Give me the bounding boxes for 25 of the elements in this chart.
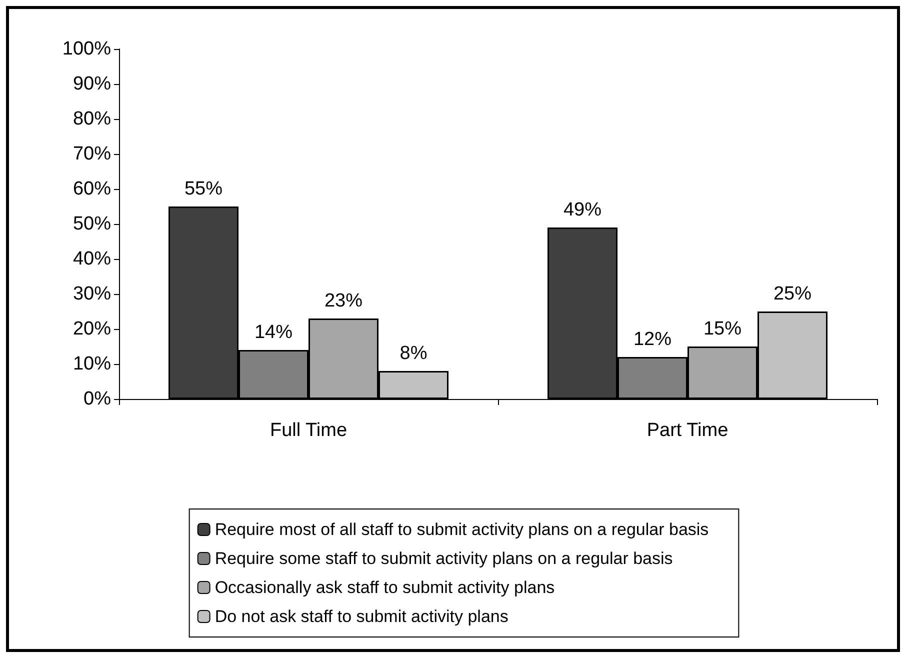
y-tick-label: 30% bbox=[72, 284, 112, 304]
legend-label: Occasionally ask staff to submit activity plans bbox=[214, 578, 555, 597]
y-tick-label: 20% bbox=[72, 318, 112, 340]
y-tick-label: 50% bbox=[72, 214, 112, 234]
y-tick-label: 70% bbox=[72, 144, 112, 164]
y-tick-label: 40% bbox=[72, 248, 112, 270]
y-tick-label: 0% bbox=[84, 388, 112, 410]
y-tick-label: 80% bbox=[72, 108, 112, 130]
x-tick-label: Part Time bbox=[646, 420, 728, 441]
data-label: 12% bbox=[633, 329, 672, 350]
data-label: 8% bbox=[400, 343, 428, 364]
data-label: 55% bbox=[184, 178, 223, 200]
data-label: 14% bbox=[254, 322, 293, 343]
data-label: 25% bbox=[773, 284, 812, 304]
legend-label: Do not ask staff to submit activity plans bbox=[214, 607, 508, 626]
y-tick-label: 60% bbox=[72, 178, 112, 200]
y-tick-label: 90% bbox=[72, 74, 112, 94]
legend-label: Require some staff to submit activity plans on a regular basis bbox=[214, 549, 673, 568]
x-tick-label: Full Time bbox=[270, 420, 348, 441]
data-label: 23% bbox=[324, 290, 363, 312]
data-label: 15% bbox=[703, 318, 742, 340]
legend-label: Require most of all staff to submit activity plans on a regular basis bbox=[214, 520, 709, 539]
y-tick-label: 100% bbox=[62, 38, 112, 60]
y-tick-label: 10% bbox=[72, 354, 112, 374]
data-label: 49% bbox=[563, 200, 602, 220]
